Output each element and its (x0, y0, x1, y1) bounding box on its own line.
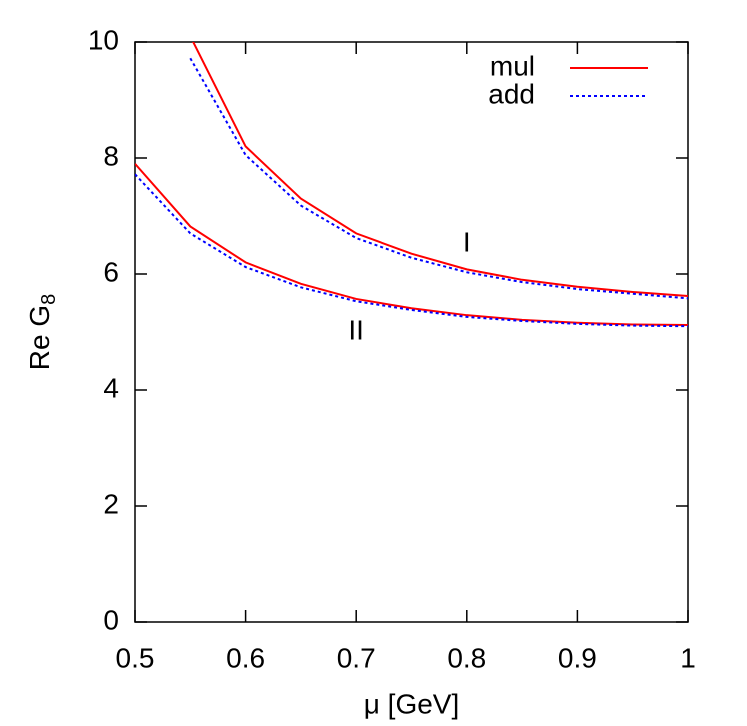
y-tick-label: 10 (88, 24, 119, 55)
y-axis-label-main: Re G (24, 305, 55, 370)
y-tick-label: 8 (103, 140, 119, 171)
x-tick-label: 0.9 (558, 642, 597, 673)
series-line (189, 57, 688, 300)
series-line (135, 173, 688, 328)
x-axis-label: μ [GeV] (364, 688, 460, 719)
curve-label: I (463, 226, 471, 257)
series-line (192, 42, 688, 298)
x-tick-label: 0.6 (226, 642, 265, 673)
curve-label: II (348, 314, 364, 345)
y-axis-label-subscript: 8 (38, 294, 60, 305)
series-line (135, 163, 688, 327)
y-tick-label: 2 (103, 488, 119, 519)
plot-frame (134, 41, 689, 623)
y-tick-label: 4 (103, 372, 119, 403)
x-tick-label: 1 (680, 642, 696, 673)
x-tick-label: 0.8 (447, 642, 486, 673)
legend-label: mul (490, 50, 535, 81)
y-tick-label: 6 (103, 256, 119, 287)
x-tick-label: 0.5 (116, 642, 155, 673)
plot-area (135, 42, 688, 328)
x-tick-label: 0.7 (337, 642, 376, 673)
legend-label: add (488, 78, 535, 109)
y-tick-label: 0 (103, 604, 119, 635)
y-axis-label: Re G8 (24, 294, 60, 370)
